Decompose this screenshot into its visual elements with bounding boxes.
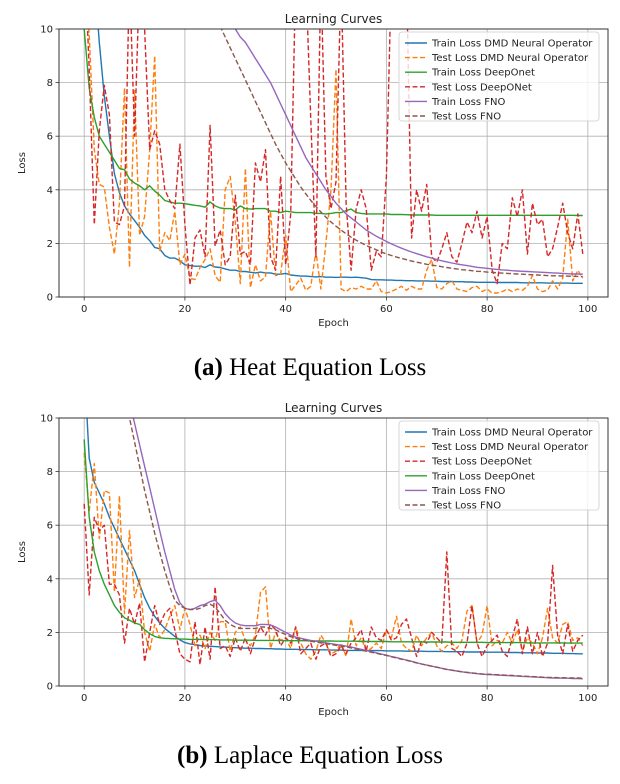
- y-tick-label: 2: [47, 239, 53, 250]
- y-tick-label: 4: [47, 574, 53, 585]
- legend-label: Train Loss FNO: [431, 97, 506, 108]
- caption-heat: (a) Heat Equation Loss: [0, 354, 620, 382]
- plot-frame: [58, 28, 609, 298]
- legend-label: Test Loss DMD Neural Operator: [431, 442, 589, 453]
- y-tick-label: 0: [47, 293, 53, 304]
- laplace-loss-chart: 0 20 40 60 80 100 0 2 4 6 8 10 Learning Curves Epoch L…: [17, 401, 609, 718]
- y-tick-label: 6: [47, 132, 53, 143]
- legend-label: Train Loss DMD Neural Operator: [431, 39, 593, 50]
- x-tick-label: 60: [380, 304, 393, 315]
- x-tick-label: 80: [481, 304, 494, 315]
- series-group: [83, 29, 584, 294]
- series-line-train-loss-dmd-neural-operator: [97, 29, 583, 284]
- plot-frame: [58, 417, 609, 687]
- legend-label: Test Loss DeepONet: [431, 82, 532, 93]
- legend-box: [398, 31, 600, 122]
- legend-label: Train Loss DMD Neural Operator: [431, 428, 593, 439]
- legend-label: Train Loss FNO: [431, 486, 506, 497]
- x-tick-label: 40: [279, 304, 292, 315]
- series-line-train-loss-deeponet: [83, 439, 583, 644]
- y-tick-label: 8: [47, 78, 53, 89]
- x-tick-label: 20: [179, 304, 192, 315]
- legend-label: Test Loss FNO: [431, 501, 501, 512]
- chart-title: Learning Curves: [285, 12, 383, 26]
- heat-loss-chart: 0 20 40 60 80 100 0 2 4 6 8 10 Learning Curves Epoch L…: [17, 12, 609, 329]
- legend-label: Test Loss DMD Neural Operator: [431, 53, 589, 64]
- x-axis-label: Epoch: [318, 318, 349, 329]
- legend-box: [398, 420, 600, 511]
- legend-label: Train Loss DeepOnet: [431, 68, 535, 79]
- chart-title: Learning Curves: [285, 401, 383, 415]
- series-group: [83, 418, 584, 680]
- x-tick-label: 100: [578, 304, 597, 315]
- series-line-test-loss-fno: [128, 418, 583, 679]
- x-tick-label: 60: [380, 693, 393, 704]
- caption-laplace: (b) Laplace Equation Loss: [0, 742, 620, 770]
- panel-laplace-equation: 0 20 40 60 80 100 0 2 4 6 8 10 Learning Curves Epoch L…: [0, 392, 620, 784]
- y-tick-label: 2: [47, 628, 53, 639]
- series-line-test-loss-fno: [220, 29, 583, 278]
- x-axis-label: Epoch: [318, 707, 349, 718]
- caption-prefix: (a): [193, 354, 223, 381]
- x-tick-label: 0: [81, 693, 87, 704]
- legend-label: Test Loss FNO: [431, 112, 501, 123]
- x-tick-label: 100: [578, 693, 597, 704]
- series-line-train-loss-dmd-neural-operator: [86, 418, 583, 655]
- y-tick-label: 4: [47, 185, 53, 196]
- legend-label: Test Loss DeepONet: [431, 457, 532, 468]
- series-line-test-loss-dmd-neural-operator: [88, 29, 584, 294]
- y-tick-label: 0: [47, 682, 53, 693]
- y-tick-label: 10: [40, 414, 53, 425]
- y-axis-label: Loss: [17, 541, 28, 563]
- caption-text: Laplace Equation Loss: [207, 742, 443, 769]
- y-tick-label: 6: [47, 521, 53, 532]
- series-line-train-loss-deeponet: [83, 29, 583, 217]
- y-tick-label: 8: [47, 467, 53, 478]
- legend: Train Loss DMD Neural Operator Test Loss …: [398, 420, 600, 512]
- y-axis-label: Loss: [17, 152, 28, 174]
- x-tick-label: 0: [81, 304, 87, 315]
- legend-label: Train Loss DeepOnet: [431, 471, 535, 482]
- x-tick-label: 80: [481, 693, 494, 704]
- series-line-train-loss-fno: [234, 29, 583, 275]
- panel-heat-equation: 0 20 40 60 80 100 0 2 4 6 8 10 Learning Curves Epoch L…: [0, 12, 620, 382]
- series-line-train-loss-fno: [132, 418, 583, 680]
- caption-prefix: (b): [177, 742, 208, 769]
- y-tick-label: 10: [40, 25, 53, 36]
- legend: Train Loss DMD Neural Operator Test Loss …: [398, 31, 600, 123]
- caption-text: Heat Equation Loss: [222, 354, 427, 381]
- x-tick-label: 40: [279, 693, 292, 704]
- series-line-test-loss-deeponet: [86, 29, 584, 286]
- x-tick-label: 20: [179, 693, 192, 704]
